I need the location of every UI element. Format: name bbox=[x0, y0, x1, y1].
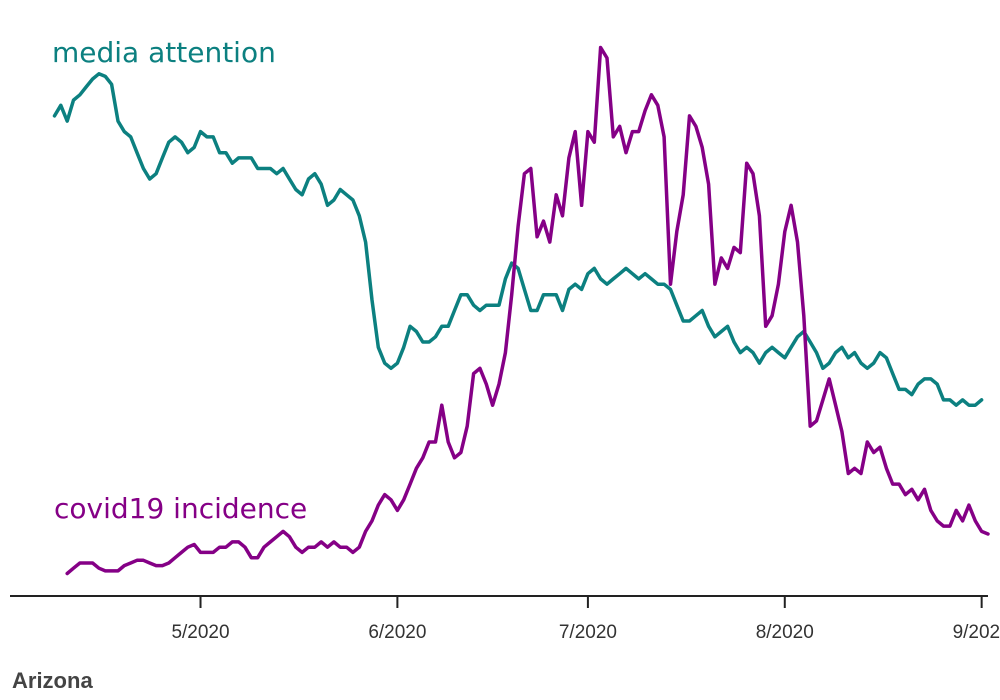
x-tick-label: 7/2020 bbox=[559, 622, 617, 643]
covid19-incidence-label: covid19 incidence bbox=[54, 492, 307, 525]
x-tick-label: 6/2020 bbox=[368, 622, 426, 643]
x-tick-label: 9/2020 bbox=[953, 622, 1000, 643]
covid19-incidence-line bbox=[65, 45, 990, 576]
x-tick-label: 8/2020 bbox=[756, 622, 814, 643]
region-label: Arizona bbox=[12, 668, 93, 693]
x-axis-ticks: 5/2020 6/2020 7/2020 8/2020 9/2020 bbox=[171, 596, 1000, 643]
x-tick-label: 5/2020 bbox=[171, 622, 229, 643]
covid19-incidence-series bbox=[65, 45, 990, 576]
media-attention-series bbox=[52, 72, 984, 407]
media-attention-label: media attention bbox=[52, 36, 276, 69]
series-layer bbox=[52, 45, 990, 576]
